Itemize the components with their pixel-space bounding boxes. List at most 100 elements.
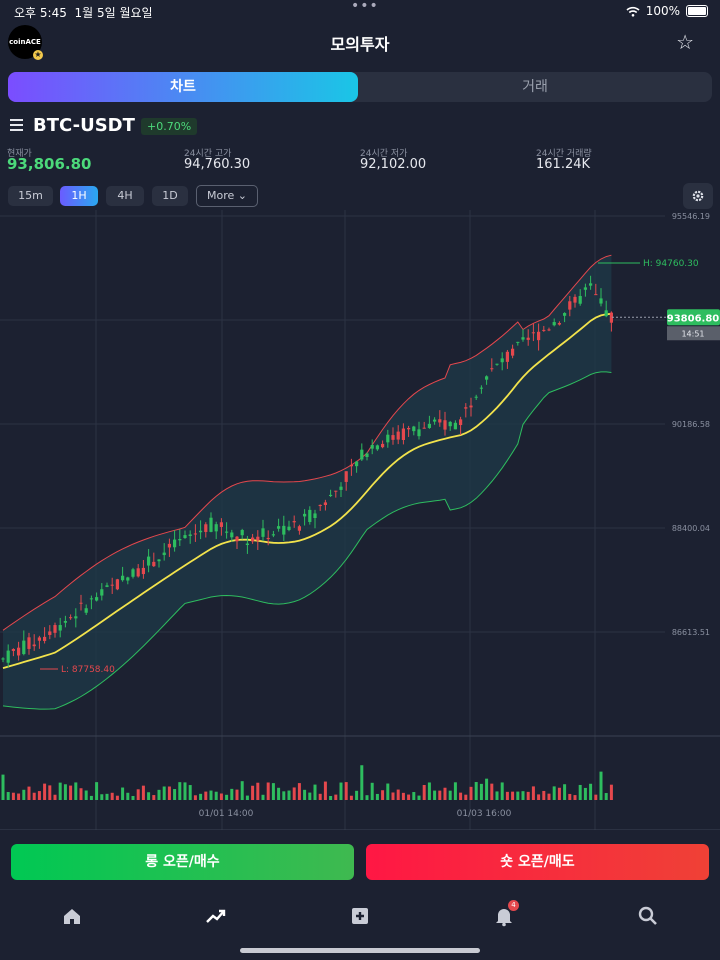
- stat-value-price: 93,806.80: [7, 155, 92, 173]
- page-title: 모의투자: [330, 35, 390, 54]
- candle-body: [594, 294, 598, 296]
- candle-body: [69, 617, 73, 619]
- candle-body: [578, 295, 582, 304]
- volume-bar: [89, 795, 93, 800]
- chart-settings-button[interactable]: [683, 183, 713, 209]
- volume-bar: [48, 785, 52, 800]
- volume-bar: [11, 792, 15, 800]
- candle-body: [448, 421, 452, 427]
- volume-bar: [136, 789, 140, 800]
- timeframe-4h[interactable]: 4H: [106, 186, 144, 206]
- tab-chart[interactable]: 차트: [8, 72, 358, 102]
- volume-bar: [292, 787, 296, 800]
- y-tick-label: 88400.04: [672, 524, 710, 533]
- volume-bar: [193, 795, 197, 800]
- candle-body: [365, 453, 369, 458]
- tab-trade[interactable]: 거래: [522, 79, 548, 95]
- volume-bar: [505, 791, 509, 800]
- candle-body: [526, 337, 530, 340]
- volume-bar: [58, 782, 62, 800]
- change-badge: +0.70%: [141, 118, 198, 135]
- bollinger-band-fill: [3, 255, 612, 710]
- candle-body: [199, 530, 203, 533]
- volume-bar: [266, 782, 270, 800]
- candle-body: [100, 589, 104, 596]
- candle-body: [516, 341, 520, 343]
- volume-bar: [69, 785, 73, 800]
- low-label: L: 87758.40: [61, 665, 115, 675]
- candle-body: [74, 616, 78, 619]
- status-right: 100%: [626, 4, 708, 18]
- more-dropdown[interactable]: More ⌄: [196, 185, 258, 207]
- candle-body: [32, 644, 36, 647]
- timeframe-15m[interactable]: 15m: [8, 186, 53, 206]
- candle-body: [188, 534, 192, 536]
- candle-body: [485, 376, 489, 380]
- volume-bar: [521, 791, 525, 800]
- pair-name[interactable]: BTC-USDT: [33, 115, 135, 136]
- candle-body: [453, 422, 457, 430]
- candle-body: [126, 577, 130, 581]
- candle-body: [433, 419, 437, 422]
- volume-bar: [531, 786, 535, 800]
- candle-body: [178, 539, 182, 541]
- volume-bar: [225, 794, 229, 800]
- volume-bar: [334, 794, 338, 800]
- volume-bar: [297, 783, 301, 800]
- candle-body: [568, 301, 572, 310]
- candle-body: [27, 637, 31, 649]
- candle-body: [131, 569, 135, 577]
- short-open-button[interactable]: 숏 오픈/매도: [366, 844, 709, 880]
- volume-bar: [563, 784, 567, 800]
- candle-body: [360, 449, 364, 460]
- volume-bar: [318, 793, 322, 800]
- candle-body: [542, 329, 546, 331]
- candle-body: [251, 537, 255, 542]
- volume-bar: [199, 793, 203, 800]
- candle-body: [292, 521, 296, 523]
- price-chart[interactable]: 95546.1991973.1290186.5888400.0486613.51…: [0, 210, 720, 830]
- timeframe-1h[interactable]: 1H: [60, 186, 98, 206]
- volume-bar: [386, 783, 390, 800]
- candle-body: [531, 332, 535, 334]
- candle-body: [22, 640, 26, 655]
- more-label: More: [207, 189, 235, 202]
- volume-bar: [604, 793, 608, 800]
- candle-body: [349, 464, 353, 467]
- status-time: 오후 5:45 1월 5일 월요일: [14, 6, 153, 20]
- star-icon[interactable]: ☆: [676, 30, 694, 54]
- volume-bar: [365, 795, 369, 800]
- candle-body: [173, 539, 177, 548]
- plus-square-icon[interactable]: [349, 905, 371, 927]
- search-icon[interactable]: [637, 905, 659, 927]
- volume-bar: [256, 782, 260, 800]
- candle-body: [256, 536, 260, 541]
- candle-body: [375, 445, 379, 450]
- volume-bar: [360, 765, 364, 800]
- stat-value-low: 92,102.00: [360, 157, 427, 172]
- wifi-icon: [626, 6, 640, 17]
- candle-body: [604, 310, 608, 317]
- home-icon[interactable]: [61, 905, 83, 927]
- menu-icon[interactable]: [10, 119, 23, 131]
- candle-body: [105, 585, 109, 587]
- long-open-button[interactable]: 롱 오픈/매수: [11, 844, 354, 880]
- battery-percent: 100%: [645, 4, 680, 18]
- multitask-dots[interactable]: •••: [351, 0, 379, 14]
- candle-body: [58, 625, 62, 631]
- volume-bar: [339, 782, 343, 800]
- candle-body: [443, 420, 447, 430]
- moving-average-line: [2, 312, 612, 669]
- volume-bar: [261, 794, 265, 800]
- stat-label-price: 현재가: [7, 149, 32, 159]
- app-logo[interactable]: coinACE: [8, 25, 42, 59]
- volume-bar: [79, 788, 83, 800]
- candle-body: [427, 423, 431, 428]
- timeframe-1d[interactable]: 1D: [152, 186, 188, 206]
- volume-bar: [204, 791, 208, 800]
- bell-icon[interactable]: [493, 905, 515, 927]
- volume-bar: [349, 795, 353, 800]
- trend-icon[interactable]: [205, 905, 227, 927]
- candle-body: [490, 368, 494, 370]
- volume-bar: [22, 789, 26, 800]
